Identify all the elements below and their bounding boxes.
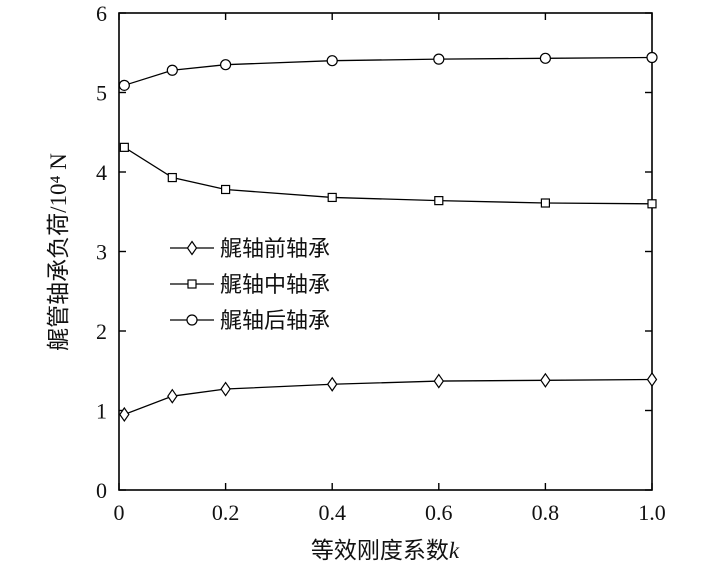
legend-marker-square <box>187 279 197 289</box>
data-point-diamond <box>220 381 231 397</box>
legend-item-square: 艉轴中轴承 <box>170 272 330 297</box>
data-point-square <box>119 142 129 152</box>
y-tick-label: 1 <box>96 399 107 424</box>
data-point-square <box>434 196 444 206</box>
data-point-circle <box>220 59 232 71</box>
data-point-square <box>647 199 657 209</box>
data-point-square <box>167 172 177 183</box>
legend-marker-circle <box>186 314 198 326</box>
series-line-square <box>123 146 653 205</box>
x-tick-label: 0.6 <box>425 500 453 525</box>
series-diamond <box>119 371 658 423</box>
data-point-diamond <box>540 372 551 388</box>
y-tick-label: 0 <box>96 478 107 503</box>
legend-marker-diamond <box>186 240 198 256</box>
x-tick-label: 1.0 <box>638 500 666 525</box>
data-point-circle <box>166 64 178 76</box>
legend-label: 艉轴前轴承 <box>220 236 330 261</box>
series-line-diamond <box>124 378 653 416</box>
data-point-circle <box>326 55 338 67</box>
data-point-diamond <box>646 371 658 388</box>
axis-ticks: 0 0.2 0.4 0.6 0.8 1.0 0 1 2 3 4 5 6 <box>96 1 666 525</box>
y-tick-label: 5 <box>96 81 107 106</box>
legend-label: 艉轴中轴承 <box>220 272 330 297</box>
data-point-circle <box>118 79 130 91</box>
data-point-square <box>327 192 337 203</box>
y-tick-label: 4 <box>96 160 107 185</box>
legend-item-circle: 艉轴后轴承 <box>170 308 330 333</box>
data-point-square <box>221 184 231 195</box>
data-point-square <box>540 198 551 208</box>
data-point-circle <box>539 52 552 64</box>
legend-item-diamond: 艉轴前轴承 <box>170 236 330 261</box>
data-point-circle <box>433 53 445 65</box>
x-tick-label: 0.2 <box>212 500 240 525</box>
series-square <box>119 142 657 209</box>
y-tick-label: 6 <box>96 1 107 26</box>
y-tick-label: 2 <box>96 319 107 344</box>
data-point-diamond <box>119 406 130 423</box>
data-point-diamond <box>326 376 338 392</box>
x-axis-title: 等效刚度系数k <box>311 538 460 563</box>
legend-label: 艉轴后轴承 <box>220 308 330 333</box>
series-layer <box>118 51 658 423</box>
y-axis-title: 艉管轴承负荷/10⁴ N <box>46 153 71 351</box>
data-point-circle <box>646 51 658 64</box>
data-point-diamond <box>167 388 178 404</box>
plot-frame <box>118 12 653 491</box>
x-tick-label: 0 <box>114 500 125 525</box>
y-tick-label: 3 <box>96 240 107 265</box>
series-circle <box>118 51 658 91</box>
data-point-diamond <box>433 373 445 389</box>
x-tick-label: 0.8 <box>532 500 560 525</box>
x-tick-label: 0.4 <box>318 500 346 525</box>
series-line-circle <box>124 56 653 86</box>
